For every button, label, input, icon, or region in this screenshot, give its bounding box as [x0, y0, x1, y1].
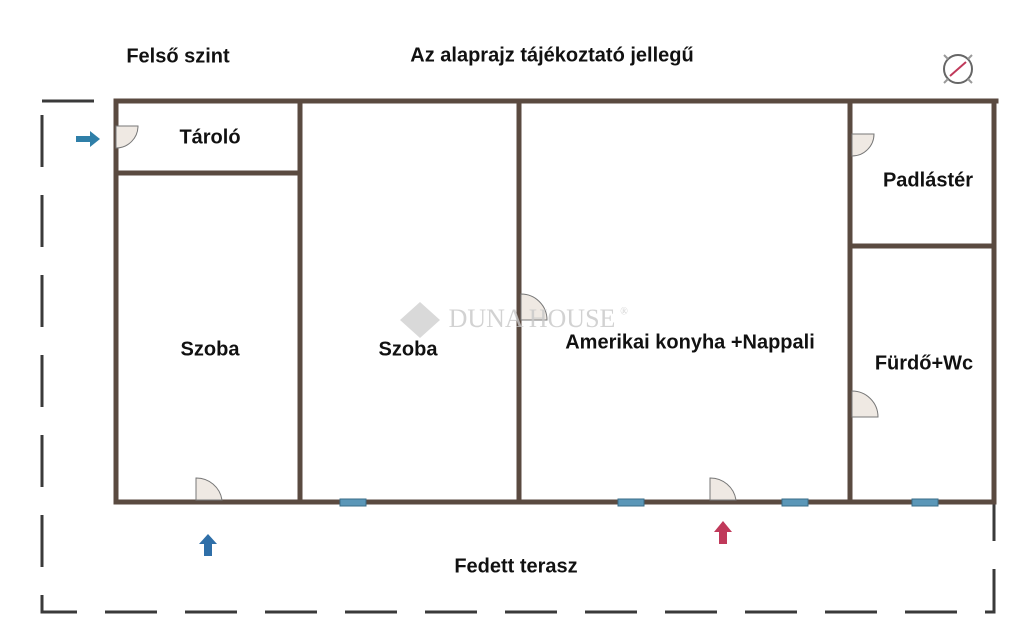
compass — [943, 54, 973, 84]
level-label: Felső szint — [126, 45, 230, 67]
watermark-name: DUNA HOUSE — [449, 304, 616, 333]
terrace-outline — [40, 99, 996, 614]
entry-arrows — [76, 131, 732, 556]
room-label: Amerikai konyha +Nappali — [565, 331, 815, 353]
room-label: Fedett terasz — [454, 555, 577, 577]
room-label: Fürdő+Wc — [875, 352, 973, 374]
disclaimer: Az alaprajz tájékoztató jellegű — [410, 44, 693, 66]
room-label: Szoba — [379, 338, 439, 360]
room-label: Padlástér — [883, 169, 973, 191]
room-label: Tároló — [179, 126, 240, 148]
watermark-mark: ® — [620, 306, 628, 317]
windows — [339, 498, 939, 507]
watermark: DUNA HOUSE ® — [400, 302, 628, 338]
doors — [115, 125, 879, 501]
room-label: Szoba — [181, 338, 241, 360]
walls — [113, 98, 999, 505]
